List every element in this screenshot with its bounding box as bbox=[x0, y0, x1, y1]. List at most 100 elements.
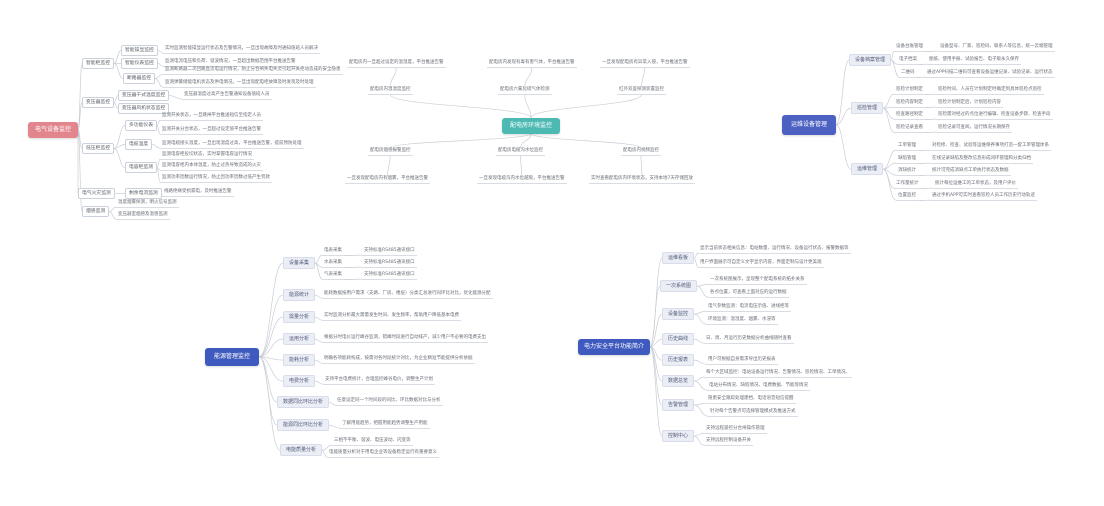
leaf-topic[interactable]: 三相不平衡、谐波、电压波动、闪变等 bbox=[332, 438, 413, 446]
branch-topic[interactable]: 配电房电缆沟水位监控 bbox=[496, 148, 545, 156]
branch-topic[interactable]: 数据总览 bbox=[662, 375, 695, 388]
leaf-topic[interactable]: 监测电缆接头温度，一旦出现温度过高，平台推送告警，提前预防处理 bbox=[160, 141, 304, 149]
leaf-topic[interactable]: 巡检记录可查阅，运行情况长期保存 bbox=[936, 125, 1012, 133]
sub-topic[interactable]: 巡检计划制定 bbox=[894, 87, 925, 95]
leaf-topic[interactable]: 能耗数据按用户需求（支路、厂房、楼层）分类汇总进行同环比对比，优化能源分配 bbox=[322, 291, 493, 299]
sub-topic[interactable]: 工单管理 bbox=[896, 143, 918, 151]
leaf-topic[interactable]: 支持远程控制设备开关 bbox=[704, 438, 753, 446]
branch-topic[interactable]: 能源统计 bbox=[283, 289, 316, 302]
branch-topic[interactable]: 电气火灾监测 bbox=[78, 188, 115, 199]
leaf-topic[interactable]: 监测开关分合状态，一旦超过设定值平台推送告警 bbox=[160, 127, 263, 135]
leaf-topic[interactable]: 任意设定同一个时间段的同比、环比数据对比与分析 bbox=[335, 398, 443, 406]
sub-topic[interactable]: 水表采集 bbox=[322, 260, 344, 268]
sub-topic[interactable]: 气表采集 bbox=[322, 272, 344, 280]
leaf-topic[interactable]: 实时监测分析最大需量发生时间、发生频率，帮助用户降低基本电费 bbox=[322, 313, 461, 321]
sub-topic[interactable]: 电缆温度 bbox=[125, 139, 153, 150]
branch-topic[interactable]: 数据同比环比分析 bbox=[277, 396, 330, 409]
leaf-topic[interactable]: 巡检计划制定后，计划巡检内容 bbox=[936, 100, 1003, 108]
leaf-topic[interactable]: 对检修、检查、试验等运维保养事项打造一套工单管理体系 bbox=[930, 143, 1051, 151]
sub-topic[interactable]: 消缺统计 bbox=[896, 168, 918, 176]
branch-topic[interactable]: 配电房六氟化硫气体检测 bbox=[498, 87, 552, 95]
leaf-topic[interactable]: 各点位置，可查看上面对应的运行数据 bbox=[708, 290, 789, 298]
leaf-topic[interactable]: 电站分布情况、缺陷情况、电费数据、节能等情况 bbox=[707, 383, 810, 391]
sub-topic[interactable]: 电子档案 bbox=[897, 57, 919, 65]
leaf-topic[interactable]: 巡检时间、人员在计划制定时确定到具体巡检点巡检 bbox=[936, 87, 1044, 95]
leaf-topic[interactable]: 实时查看配电房内环境状态，支持本地7天存储回放 bbox=[589, 176, 695, 184]
leaf-topic[interactable]: 隐患安全跟踪处理建档、电话语音短信提醒 bbox=[706, 396, 796, 404]
branch-topic[interactable]: 配电房内温湿度监控 bbox=[368, 87, 413, 95]
leaf-topic[interactable]: 图纸、使用手册、试验报告、电子版永久保存 bbox=[927, 57, 1021, 65]
leaf-topic[interactable]: 用户可根据自身需求导出历史报表 bbox=[706, 357, 778, 365]
leaf-topic[interactable]: 温度烟雾探测，明火信号监测 bbox=[116, 200, 179, 208]
root-topic-room-environment[interactable]: 配电房环境监控 bbox=[502, 118, 561, 134]
leaf-topic[interactable]: 针对每个告警点可选择管理模式及推送方式 bbox=[708, 409, 798, 417]
sub-topic[interactable]: 电容柜监测 bbox=[125, 162, 157, 173]
leaf-topic[interactable]: 配电房内一旦超过设定的温湿度，平台推送告警 bbox=[347, 60, 446, 68]
branch-topic[interactable]: 控制中心 bbox=[662, 430, 695, 443]
leaf-topic[interactable]: 在线记录缺陷及整改信息形成闭环管理和分类归档 bbox=[930, 156, 1033, 164]
branch-topic[interactable]: 历史报表 bbox=[662, 354, 695, 367]
leaf-topic[interactable]: 统计可完成消缺点工单执行状态及数据 bbox=[930, 168, 1011, 176]
leaf-topic[interactable]: 一旦发现配电房内有烟雾，平台推送告警 bbox=[345, 176, 430, 184]
sub-topic[interactable]: 变压器干式温度监控 bbox=[118, 90, 170, 101]
branch-topic[interactable]: 设备采集 bbox=[283, 257, 316, 270]
branch-topic[interactable]: 运用分析 bbox=[283, 333, 316, 346]
leaf-topic[interactable]: 配电房内发现有毒有害气体，平台推送告警 bbox=[487, 60, 577, 68]
sub-topic[interactable]: 剩余电流监测 bbox=[125, 188, 162, 199]
leaf-topic[interactable]: 监测开关状态，一旦跳闸平台推送短信至指定人员 bbox=[160, 113, 263, 121]
branch-topic[interactable]: 巡检管理 bbox=[851, 102, 884, 115]
leaf-topic[interactable]: 巡检需对经过的点位进行编辑、检查设备步骤、检查手段 bbox=[936, 112, 1053, 120]
root-topic-energy-management[interactable]: 能源管理监控 bbox=[205, 348, 260, 366]
sub-topic[interactable]: 检查路径制定 bbox=[894, 112, 925, 120]
branch-topic[interactable]: 设备监控 bbox=[662, 308, 695, 321]
sub-topic[interactable]: 多功能仪表 bbox=[125, 120, 157, 131]
branch-topic[interactable]: 烟感监测 bbox=[82, 206, 110, 217]
branch-topic[interactable]: 运维看板 bbox=[662, 252, 695, 265]
sub-topic[interactable]: 工作量统计 bbox=[894, 181, 921, 189]
branch-topic[interactable]: 能源同比环比分析 bbox=[277, 419, 330, 432]
branch-topic[interactable]: 配电房烟感报警监控 bbox=[368, 148, 413, 156]
sub-topic[interactable]: 设备台账管理 bbox=[894, 44, 925, 52]
branch-topic[interactable]: 红外双鉴探测装置监控 bbox=[617, 87, 666, 95]
sub-topic[interactable]: 变压器风机状态监控 bbox=[118, 103, 170, 114]
sub-topic[interactable]: 智能仪表监控 bbox=[121, 58, 158, 69]
root-topic-om-equipment[interactable]: 运维设备管理 bbox=[782, 115, 837, 135]
leaf-topic[interactable]: 通过手机APP可实时查看巡检人员工作历史行动轨迹 bbox=[930, 193, 1038, 201]
root-topic-platform-intro[interactable]: 电力安全平台功能简介 bbox=[578, 339, 651, 355]
leaf-topic[interactable]: 一旦发现电缆沟内水位越限，平台推送告警 bbox=[477, 176, 567, 184]
leaf-topic[interactable]: 支持标准RS485通讯接口 bbox=[362, 248, 417, 256]
leaf-topic[interactable]: 变压器室烟感及温感监测 bbox=[116, 212, 170, 220]
branch-topic[interactable]: 变压器监控 bbox=[82, 97, 114, 108]
leaf-topic[interactable]: 显示当前状态相关信息：电站数量、运行情况、设备运行状态、报警数据等 bbox=[698, 246, 851, 254]
branch-topic[interactable]: 一次系统图 bbox=[660, 280, 698, 293]
leaf-topic[interactable]: 支持标准RS485通讯接口 bbox=[362, 272, 417, 280]
leaf-topic[interactable]: 每个大区域监控：电站设备运行情况、告警情况、巡检情况、工单情况、 bbox=[704, 370, 852, 378]
leaf-topic[interactable]: 一次系统图展示，呈现整个配电系统的拓扑关系 bbox=[708, 277, 807, 285]
sub-topic[interactable]: 二维码 bbox=[899, 70, 917, 78]
branch-topic[interactable]: 配电房内视频监控 bbox=[621, 148, 661, 156]
branch-topic[interactable]: 运维管理 bbox=[851, 163, 884, 176]
branch-topic[interactable]: 低压柜监控 bbox=[82, 143, 114, 154]
leaf-topic[interactable]: 监测电容柜内本体温度，防止过热导致造成的火灾 bbox=[160, 163, 263, 171]
leaf-topic[interactable]: 监测功率因数运行情况，防止因功率因数过低产生罚款 bbox=[160, 175, 272, 183]
branch-topic[interactable]: 电能质量分析 bbox=[280, 444, 323, 457]
sub-topic[interactable]: 巡检记录查看 bbox=[894, 125, 925, 133]
leaf-topic[interactable]: 了解用能趋势，把握用能趋势调整生产用能 bbox=[340, 421, 430, 429]
leaf-topic[interactable]: 监测电流电压和负荷、谐波情况，一旦超出数据范围平台推送告警 bbox=[163, 59, 298, 67]
leaf-topic[interactable]: 监测弹簧储能电机状态及供电情况，一旦出现配电柜故障及时发现及时处理 bbox=[163, 80, 316, 88]
leaf-topic[interactable]: 支持远程遥控分合闸操作管理 bbox=[704, 426, 767, 434]
sub-topic[interactable]: 缺陷管理 bbox=[896, 156, 918, 164]
branch-topic[interactable]: 设备档案管理 bbox=[849, 54, 892, 67]
leaf-topic[interactable]: 明确各项能耗构成，按需对各时段统计对比，为企业精准节能提供分析依据 bbox=[322, 356, 475, 364]
root-topic-electrical-monitoring[interactable]: 电气设备监控 bbox=[28, 122, 79, 138]
branch-topic[interactable]: 电费分析 bbox=[283, 375, 316, 388]
branch-topic[interactable]: 需量分析 bbox=[283, 311, 316, 324]
leaf-topic[interactable]: 一旦发现配电房有异常入侵，平台推送告警 bbox=[600, 60, 690, 68]
sub-topic[interactable]: 智能操显监控 bbox=[121, 45, 158, 56]
sub-topic[interactable]: 断路器监控 bbox=[123, 73, 155, 84]
sub-topic[interactable]: 电表采集 bbox=[322, 248, 344, 256]
branch-topic[interactable]: 告警管理 bbox=[662, 399, 695, 412]
leaf-topic[interactable]: 设备型号、厂家、巡检码、联系人等信息，统一云端管理 bbox=[938, 44, 1055, 52]
leaf-topic[interactable]: 支持标准RS485通讯接口 bbox=[362, 260, 417, 268]
